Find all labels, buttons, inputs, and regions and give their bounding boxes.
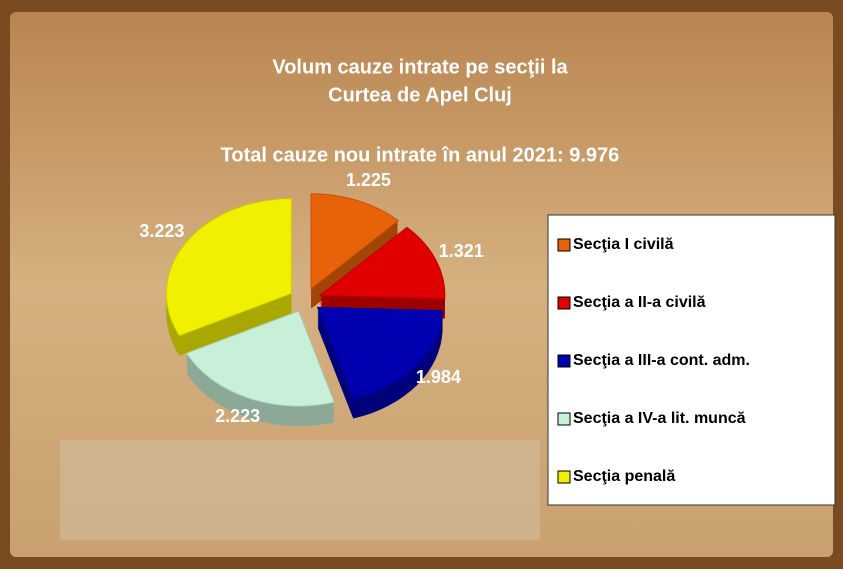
data-label: 1.984 (416, 367, 461, 387)
data-label: 3.223 (139, 221, 184, 241)
legend-swatch (557, 470, 571, 484)
legend-label: Secţia penală (573, 468, 675, 485)
backdrop (60, 440, 540, 540)
slice (316, 306, 444, 400)
legend-label: Secţia a II-a civilă (573, 294, 706, 311)
legend-label: Secţia I civilă (573, 236, 674, 253)
legend-box (547, 214, 836, 506)
chart-title: Curtea de Apel Cluj (328, 84, 512, 106)
legend-label: Secţia a III-a cont. adm. (573, 352, 750, 369)
data-label: 2.223 (215, 406, 260, 426)
chart-title: Volum cauze intrate pe secţii la (272, 56, 568, 78)
legend-swatch (557, 354, 571, 368)
slice (165, 198, 292, 337)
legend-swatch (557, 296, 571, 310)
data-label: 1.321 (439, 241, 484, 261)
slice (185, 310, 335, 407)
data-label: 1.225 (346, 170, 391, 190)
legend-swatch (557, 412, 571, 426)
slice (310, 193, 400, 290)
slice (318, 226, 446, 300)
legend-label: Secţia a IV-a lit. muncă (573, 410, 746, 427)
legend-swatch (557, 238, 571, 252)
chart-subtitle: Total cauze nou intrate în anul 2021: 9.… (221, 144, 620, 166)
